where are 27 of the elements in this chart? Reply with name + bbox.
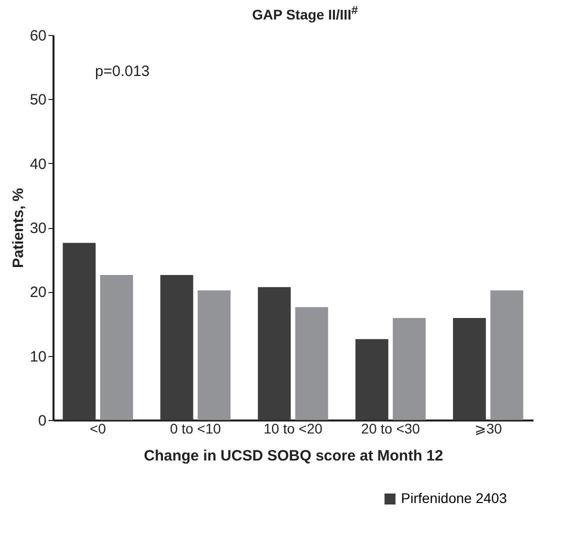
chart-title: GAP Stage II/III$^{#}$ (251, 4, 359, 23)
bar (160, 274, 194, 420)
y-tick-label: 30 (30, 220, 46, 237)
y-tick-label: 20 (30, 284, 46, 302)
x-tick-label: 10 to <20 (264, 420, 323, 436)
bar (295, 307, 328, 420)
y-tick-label: 10 (30, 348, 46, 366)
x-tick-label: <0 (90, 420, 106, 436)
x-tick-label: ⩾30 (474, 420, 502, 436)
bar (392, 318, 426, 420)
bar (62, 242, 96, 420)
y-tick-label: 50 (30, 92, 46, 109)
y-tick-label: 60 (30, 28, 46, 44)
x-tick-label: 20 to <30 (361, 420, 420, 436)
bar (355, 339, 388, 420)
bar (453, 318, 486, 420)
y-tick-label: 40 (30, 156, 46, 173)
x-axis-title: Change in UCSD SOBQ score at Month 12 (144, 448, 444, 464)
x-tick-label: 0 to <10 (170, 420, 222, 436)
bar (198, 290, 231, 420)
bar (100, 274, 133, 420)
bar (490, 290, 524, 420)
y-axis-title: Patients, % (10, 188, 27, 268)
y-tick-label: 0 (38, 412, 46, 430)
bar (258, 287, 291, 420)
annotation: p=0.013 (95, 63, 150, 80)
legend-label: Pirfenidone 2403 (401, 490, 508, 506)
